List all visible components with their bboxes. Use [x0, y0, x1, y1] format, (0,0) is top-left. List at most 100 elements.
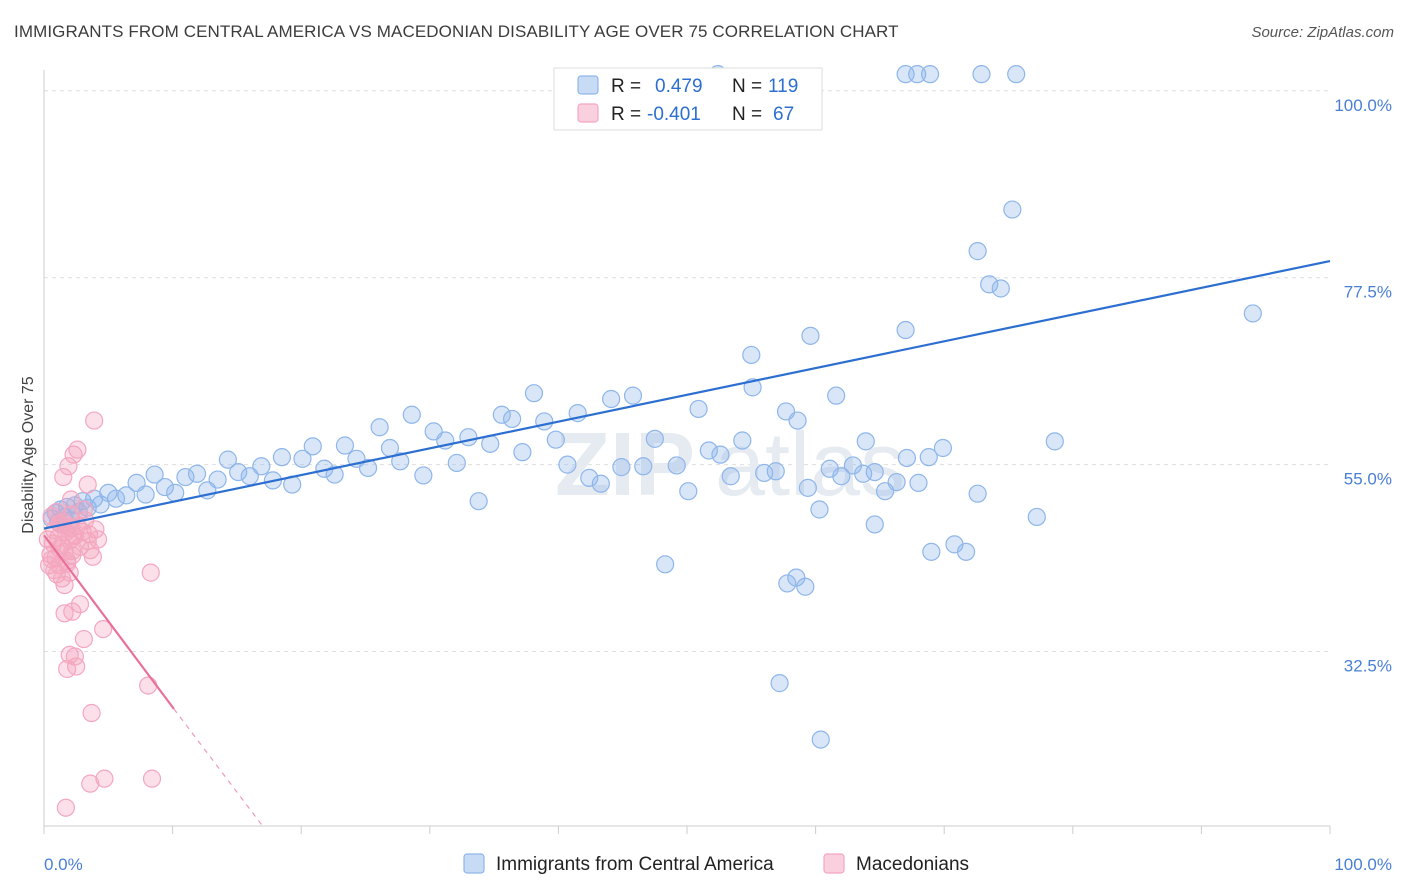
legend-n-label-pink: N = [732, 104, 762, 125]
data-point-central-america [699, 441, 718, 460]
data-point-central-america [766, 462, 785, 481]
data-point-central-america [459, 428, 478, 447]
data-point-macedonians [81, 774, 100, 793]
data-point-macedonians [79, 525, 99, 544]
data-point-central-america [136, 485, 155, 504]
data-point-central-america [755, 463, 774, 483]
data-point-central-america [218, 450, 237, 469]
data-point-central-america [897, 448, 917, 468]
legend-r-label-blue: R = [611, 76, 641, 97]
trend-line-macedonians [43, 534, 175, 710]
data-point-central-america [721, 467, 740, 486]
data-point-central-america [1003, 200, 1022, 219]
y-tick-label: 55.0% [1344, 470, 1392, 489]
data-point-central-america [524, 384, 544, 403]
data-point-central-america [909, 473, 928, 492]
data-point-macedonians [94, 620, 113, 639]
data-point-central-america [770, 674, 789, 693]
legend-n-value-pink: 67 [773, 104, 794, 125]
data-point-macedonians [74, 500, 93, 519]
data-point-central-america [811, 730, 830, 749]
data-point-central-america [503, 409, 522, 429]
legend-bottom-swatch-blue [463, 853, 485, 874]
data-point-central-america [370, 418, 389, 437]
data-point-central-america [229, 462, 248, 482]
y-tick-labels: 32.5% 55.0% 77.5% 100.0% [1334, 96, 1392, 676]
legend-n-value-blue: 119 [768, 76, 798, 97]
data-point-central-america [535, 412, 554, 431]
legend-top: R = 0.479 N = 119 R = -0.401 N = 67 [553, 67, 823, 131]
data-point-central-america [1027, 507, 1046, 527]
data-point-central-america [272, 448, 292, 467]
data-point-central-america [645, 429, 664, 448]
data-point-central-america [447, 453, 466, 473]
data-point-macedonians [78, 475, 97, 494]
data-point-central-america [117, 486, 136, 505]
data-point-central-america [402, 405, 421, 424]
trend-lines [43, 259, 1331, 827]
data-point-central-america [335, 436, 355, 455]
data-point-central-america [176, 467, 195, 487]
watermark-zip: ZIP [555, 415, 695, 515]
data-point-central-america [787, 568, 806, 587]
data-point-central-america [968, 242, 987, 261]
data-point-central-america [155, 477, 174, 497]
data-point-central-america [733, 431, 752, 450]
data-point-central-america [689, 399, 708, 419]
data-point-central-america [187, 464, 207, 483]
legend-swatch-pink [577, 103, 599, 123]
data-point-central-america [711, 445, 730, 464]
data-point-central-america [391, 452, 410, 471]
legend-bottom-label-pink: Macedonians [856, 854, 969, 875]
data-point-macedonians [141, 563, 160, 582]
data-point-central-america [679, 482, 698, 501]
data-point-central-america [972, 65, 991, 84]
data-point-central-america [656, 555, 675, 574]
data-point-central-america [303, 437, 322, 456]
x-tick-marks [43, 826, 1331, 834]
data-point-central-america [832, 467, 851, 486]
series-macedonians [38, 411, 162, 817]
data-point-macedonians [85, 411, 104, 430]
legend-r-value-blue: 0.479 [655, 76, 703, 97]
data-point-central-america [667, 456, 686, 475]
data-point-central-america [896, 320, 915, 340]
data-point-central-america [414, 466, 433, 485]
data-point-central-america [106, 489, 126, 508]
data-point-central-america [810, 500, 829, 519]
y-tick-label: 77.5% [1344, 283, 1392, 302]
data-point-central-america [920, 65, 940, 84]
data-point-macedonians [82, 703, 101, 723]
data-point-central-america [612, 458, 631, 477]
gridlines [44, 90, 1330, 653]
data-point-central-america [788, 411, 807, 430]
data-point-central-america [856, 432, 875, 451]
data-point-central-america [358, 458, 378, 478]
data-point-macedonians [74, 629, 93, 649]
data-point-central-america [991, 279, 1010, 298]
data-point-macedonians [70, 595, 90, 614]
data-point-central-america [469, 492, 488, 511]
data-point-central-america [865, 515, 884, 534]
data-point-central-america [887, 472, 906, 492]
data-point-central-america [968, 484, 987, 503]
data-point-central-america [634, 457, 653, 476]
data-point-central-america [1045, 432, 1064, 451]
source-credit: Source: ZipAtlas.com [1251, 24, 1394, 41]
data-point-macedonians [142, 769, 162, 788]
data-point-central-america [1007, 65, 1026, 84]
data-point-central-america [798, 478, 817, 497]
legend-bottom-label-blue: Immigrants from Central America [496, 854, 774, 875]
data-point-central-america [591, 474, 610, 493]
legend-r-label-pink: R = [611, 104, 641, 125]
data-point-central-america [865, 462, 884, 482]
data-point-central-america [919, 448, 938, 467]
data-point-central-america [546, 430, 565, 449]
legend-bottom: Immigrants from Central America Macedoni… [463, 853, 969, 875]
data-point-central-america [580, 468, 599, 488]
data-point-macedonians [139, 676, 158, 695]
data-point-central-america [145, 465, 164, 484]
data-point-central-america [778, 574, 797, 593]
data-point-central-america [801, 326, 820, 345]
